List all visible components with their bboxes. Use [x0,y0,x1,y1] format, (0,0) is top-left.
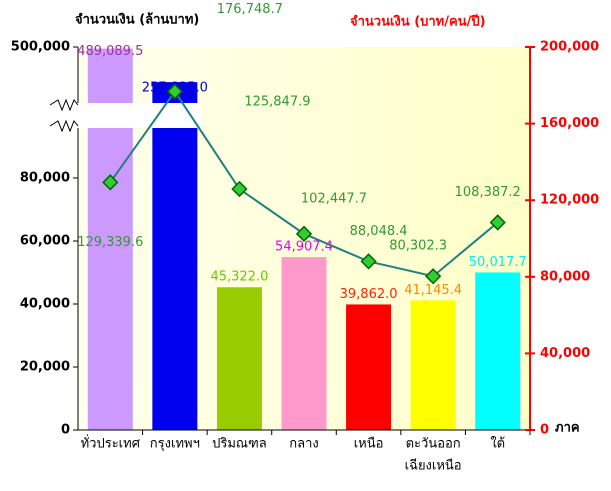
line-marker [166,83,183,100]
x-tick-label: ใต้ [490,436,505,452]
y2-tick-label: 0 [540,423,549,438]
line-marker [489,214,506,231]
line-marker [102,174,119,191]
y-tick-label: 0 [61,423,70,438]
y2-tick-label: 200,000 [540,40,599,55]
y-tick-label: 80,000 [20,171,70,186]
y-tick-label: 40,000 [20,297,70,312]
line-marker [360,253,377,270]
y2-tick-label: 160,000 [540,116,599,131]
y-axis-title: จำนวนเงิน (ล้านบาท) [75,12,199,28]
bar-value-label: 45,322.0 [210,270,268,285]
bar [281,257,327,430]
bar-value-label: 489,089.5 [77,44,143,59]
axis-break [52,103,202,128]
line-value-label: 176,748.7 [217,2,283,17]
line-value-label: 125,847.9 [244,95,310,110]
line-value-label: 88,048.4 [350,224,408,239]
line-marker [425,268,442,285]
bar-value-label: 41,145.4 [404,283,462,298]
y-tick-label: 20,000 [20,360,70,375]
bar-value-label: 39,862.0 [340,287,398,302]
bar-value-label: 54,907.4 [275,240,333,255]
bar [216,287,262,430]
y-tick-label: 60,000 [20,234,70,249]
axis-break-zigzag [49,98,79,133]
x-tick-label: เหนือ [354,436,384,452]
x-tick-label: ปริมณฑล [212,437,267,452]
x-tick-label: กลาง [289,437,319,452]
y2-axis-title: จำนวนเงิน (บาท/คน/ปี) [350,14,486,30]
x-tick-label: ทั่วประเทศ [81,435,141,452]
bar [346,304,392,430]
y2-tick-label: 80,000 [540,269,590,284]
bar [152,82,198,430]
bar-value-label: 50,017.7 [469,255,527,270]
x-tick-label: เฉียงเหนือ [405,458,462,474]
line-marker [295,225,313,242]
y2-tick-label: 40,000 [540,346,590,361]
line-value-label: 108,387.2 [455,185,521,200]
x-axis-title: ภาค [555,421,580,436]
x-tick-label: ตะวันออก [406,437,461,452]
line-value-label: 102,447.7 [301,191,367,206]
bar [475,272,521,430]
y-tick-label: 500,000 [11,40,70,55]
line-value-label: 80,302.3 [389,239,447,254]
y2-tick-label: 120,000 [540,193,599,208]
bar [410,300,456,430]
line-value-label: 129,339.6 [77,235,143,250]
x-tick-label: กรุงเทพฯ [150,437,200,452]
line-marker [231,180,248,198]
